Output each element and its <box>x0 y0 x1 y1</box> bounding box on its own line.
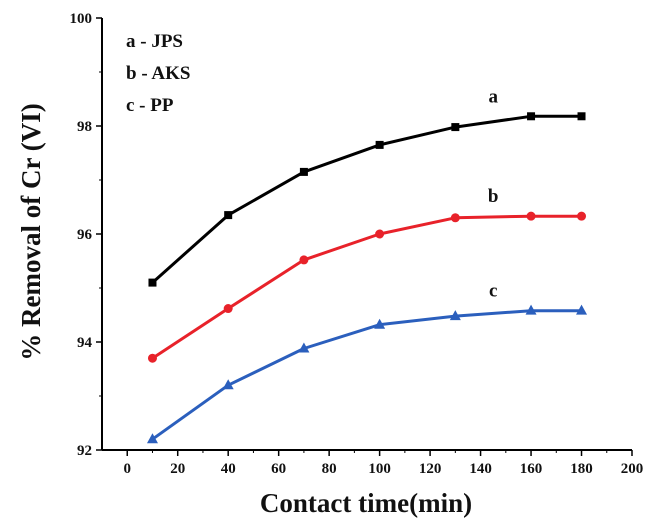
y-axis-title: % Removal of Cr (VI) <box>16 103 46 360</box>
x-tick-label: 80 <box>322 461 337 477</box>
data-point-b <box>577 211 587 221</box>
series-line-b <box>151 214 582 360</box>
data-point-a <box>527 112 536 121</box>
data-point-b <box>223 304 233 314</box>
ticks: 0 20 40 60 80 100 120 140 160 180 200 92 94 96 98 100 <box>70 11 644 477</box>
data-point-a <box>224 211 233 220</box>
y-tick-label: 98 <box>77 119 92 135</box>
y-tick-label: 94 <box>77 335 93 351</box>
x-tick-label: 40 <box>221 461 236 477</box>
data-point-a <box>148 278 157 287</box>
x-tick-label: 120 <box>419 461 442 477</box>
series-label-c: c <box>489 281 497 302</box>
data-point-c <box>222 379 234 390</box>
x-tick-label: 60 <box>271 461 286 477</box>
data-point-c <box>374 318 386 329</box>
data-point-a <box>299 167 308 176</box>
x-tick-label: 100 <box>368 461 391 477</box>
data-point-a <box>577 112 586 121</box>
data-point-c <box>146 433 158 444</box>
series-c: c <box>146 281 588 444</box>
data-point-c <box>525 304 537 315</box>
y-tick-label: 96 <box>77 227 93 243</box>
legend-entry-b: b - AKS <box>126 63 190 84</box>
data-point-b <box>147 353 157 363</box>
series-group: a b c <box>146 86 588 444</box>
x-axis-title: Contact time(min) <box>260 488 472 518</box>
y-tick-label: 92 <box>77 443 92 459</box>
data-point-a <box>375 140 384 149</box>
legend-entry-a: a - JPS <box>126 31 183 52</box>
data-point-b <box>450 213 460 223</box>
x-tick-label: 140 <box>469 461 492 477</box>
data-point-c <box>298 342 310 353</box>
legend-entry-c: c - PP <box>126 95 174 116</box>
legend: a - JPS b - AKS c - PP <box>126 31 190 116</box>
series-b: b <box>147 186 587 363</box>
x-tick-label: 0 <box>123 461 131 477</box>
data-point-b <box>375 229 385 239</box>
y-tick-label: 100 <box>70 11 93 27</box>
data-point-c <box>449 310 461 321</box>
x-tick-label: 20 <box>170 461 185 477</box>
data-point-b <box>526 211 536 221</box>
series-line-a <box>151 114 582 284</box>
series-line-c <box>151 309 582 441</box>
x-tick-label: 160 <box>520 461 543 477</box>
series-a: a <box>148 86 586 287</box>
data-point-b <box>299 255 309 265</box>
x-tick-label: 200 <box>621 461 644 477</box>
x-tick-label: 180 <box>570 461 593 477</box>
data-point-a <box>451 123 460 132</box>
series-label-a: a <box>488 86 498 107</box>
data-point-c <box>576 304 588 315</box>
series-label-b: b <box>488 186 499 207</box>
